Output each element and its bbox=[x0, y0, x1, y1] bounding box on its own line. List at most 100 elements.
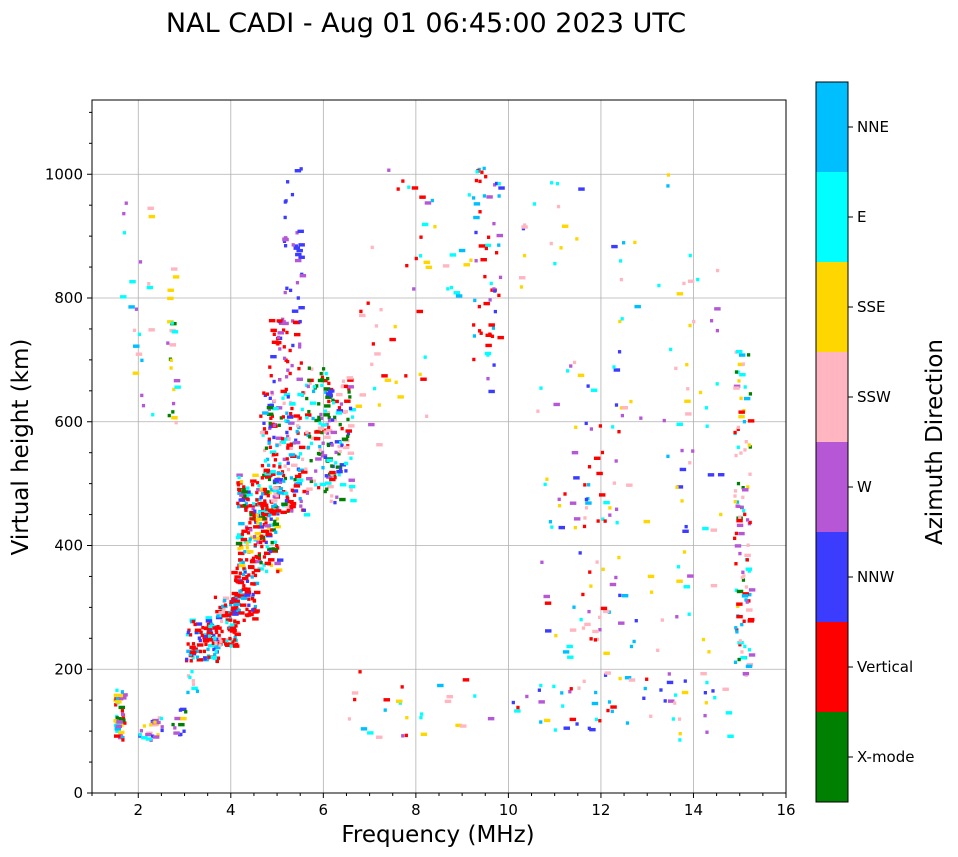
echo-point bbox=[401, 734, 405, 738]
echo-point bbox=[246, 550, 254, 554]
echo-point bbox=[247, 597, 251, 601]
echo-point bbox=[115, 688, 119, 693]
echo-point bbox=[687, 612, 691, 616]
echo-point bbox=[218, 643, 222, 647]
echo-point bbox=[298, 445, 306, 450]
echo-point bbox=[286, 446, 290, 450]
echo-point bbox=[245, 526, 252, 531]
echo-point bbox=[741, 485, 745, 490]
echo-point bbox=[253, 509, 257, 513]
echo-point bbox=[335, 495, 339, 499]
echo-point bbox=[722, 687, 729, 691]
echo-point bbox=[327, 381, 331, 386]
echo-point bbox=[743, 644, 747, 649]
echo-point bbox=[309, 458, 313, 463]
echo-point bbox=[286, 434, 290, 439]
echo-point bbox=[339, 440, 343, 445]
echo-point bbox=[119, 693, 124, 698]
echo-point bbox=[268, 445, 272, 449]
echo-point bbox=[746, 543, 750, 547]
echo-point bbox=[324, 435, 331, 439]
echo-point bbox=[171, 267, 178, 271]
echo-point bbox=[271, 509, 275, 513]
echo-point bbox=[686, 387, 690, 391]
echo-point bbox=[268, 421, 272, 426]
echo-point bbox=[537, 688, 541, 692]
echo-point bbox=[269, 450, 277, 454]
echo-point bbox=[514, 709, 521, 713]
echo-point bbox=[260, 529, 268, 533]
echo-point bbox=[208, 624, 215, 629]
echo-point bbox=[286, 508, 291, 513]
echo-point bbox=[142, 724, 147, 728]
echo-point bbox=[321, 378, 328, 383]
echo-point bbox=[151, 721, 155, 725]
echo-point bbox=[265, 532, 272, 536]
echo-point bbox=[553, 728, 557, 732]
echo-point bbox=[748, 588, 756, 592]
echo-point bbox=[707, 473, 715, 477]
echo-point bbox=[747, 443, 751, 447]
echo-point bbox=[745, 567, 753, 571]
echo-point bbox=[267, 477, 272, 482]
echo-point bbox=[186, 649, 193, 654]
echo-point bbox=[120, 690, 124, 694]
echo-point bbox=[276, 569, 280, 574]
echo-point bbox=[569, 501, 577, 505]
echo-point bbox=[212, 626, 219, 630]
echo-point bbox=[248, 521, 252, 525]
echo-point bbox=[313, 437, 321, 441]
echo-point bbox=[733, 494, 737, 498]
echo-point bbox=[737, 362, 745, 367]
echo-point bbox=[272, 528, 276, 532]
echo-point bbox=[747, 599, 751, 603]
echo-point bbox=[121, 738, 125, 742]
echo-point bbox=[266, 493, 270, 498]
echo-point bbox=[275, 517, 279, 521]
echo-point bbox=[581, 592, 585, 597]
echo-point bbox=[145, 732, 152, 737]
echo-point bbox=[523, 223, 527, 227]
echo-point bbox=[297, 366, 301, 371]
echo-point bbox=[633, 240, 637, 245]
echo-point bbox=[621, 594, 629, 598]
echo-point bbox=[198, 638, 202, 643]
echo-point bbox=[205, 619, 213, 623]
echo-point bbox=[317, 415, 321, 420]
echo-point bbox=[733, 499, 737, 504]
echo-point bbox=[206, 647, 210, 652]
echo-point bbox=[214, 641, 218, 646]
echo-point bbox=[249, 528, 253, 532]
echo-point bbox=[258, 501, 262, 506]
echo-point bbox=[298, 319, 302, 324]
echo-point bbox=[692, 319, 696, 324]
echo-point bbox=[302, 508, 306, 512]
echo-point bbox=[614, 507, 619, 511]
echo-point bbox=[286, 395, 290, 399]
echo-point bbox=[264, 569, 269, 574]
echo-point bbox=[120, 696, 127, 700]
echo-point bbox=[238, 563, 246, 568]
echo-point bbox=[327, 484, 334, 489]
echo-point bbox=[190, 669, 194, 674]
echo-point bbox=[182, 729, 186, 733]
echo-point bbox=[425, 414, 429, 418]
echo-point bbox=[147, 206, 154, 211]
echo-point bbox=[284, 419, 288, 423]
echo-point bbox=[569, 364, 573, 368]
echo-point bbox=[300, 407, 304, 412]
echo-point bbox=[216, 637, 220, 642]
echo-point bbox=[203, 632, 207, 637]
echo-point bbox=[191, 686, 198, 691]
echo-point bbox=[235, 642, 239, 647]
echo-point bbox=[319, 412, 323, 417]
echo-point bbox=[270, 390, 274, 395]
echo-point bbox=[621, 405, 629, 410]
echo-point bbox=[269, 469, 276, 474]
echo-point bbox=[117, 730, 125, 735]
echo-point bbox=[678, 731, 682, 736]
echo-point bbox=[255, 513, 259, 517]
echo-point bbox=[251, 592, 255, 597]
echo-point bbox=[146, 285, 154, 290]
echo-point bbox=[682, 529, 689, 533]
